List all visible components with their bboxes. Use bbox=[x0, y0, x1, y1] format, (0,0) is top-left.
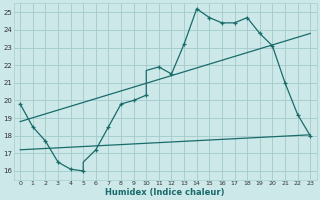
X-axis label: Humidex (Indice chaleur): Humidex (Indice chaleur) bbox=[106, 188, 225, 197]
